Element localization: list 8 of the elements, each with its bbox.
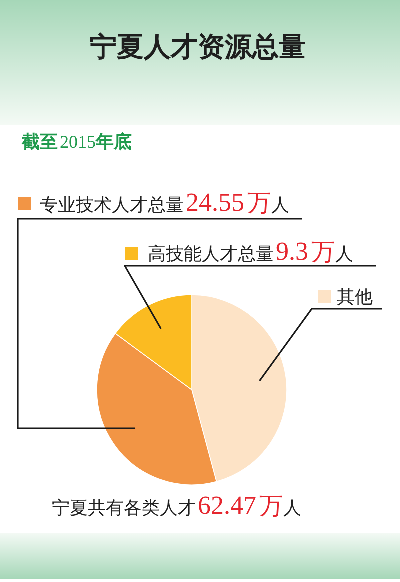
legend-label: 高技能人才总量 <box>148 244 274 265</box>
data-label: 24.55万人 <box>186 188 290 217</box>
data-label: 9.3万人 <box>276 237 354 266</box>
chart-title: 宁夏人才资源总量 <box>90 32 306 63</box>
legend-label: 其他 <box>337 287 373 308</box>
legend-label: 专业技术人才总量 <box>40 195 184 216</box>
chart-subtitle: 截至2015年底 <box>21 132 132 153</box>
text: 宁夏共有各类人才62.47万人 <box>52 491 302 520</box>
